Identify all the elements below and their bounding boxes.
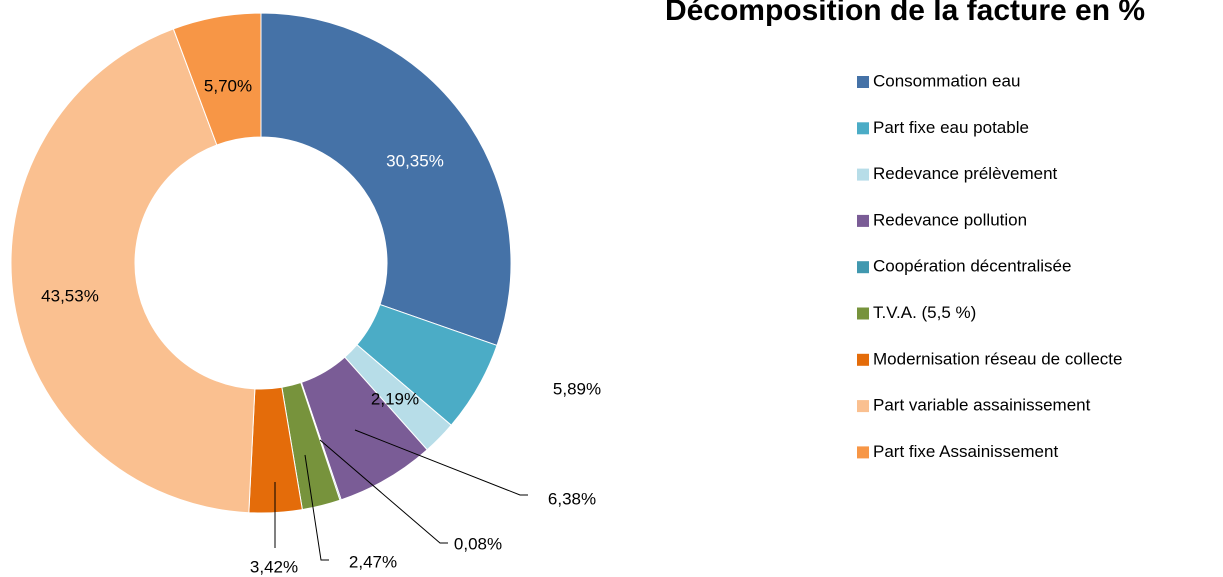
data-label: 2,19% <box>371 389 419 408</box>
leader-line <box>354 429 528 496</box>
legend-label: Modernisation réseau de collecte <box>873 349 1122 368</box>
chart-title: Décomposition de la facture en % <box>665 0 1145 27</box>
donut-slice <box>260 12 512 347</box>
leader-line <box>319 439 448 544</box>
legend-label: Consommation eau <box>873 71 1020 90</box>
legend-label: Coopération décentralisée <box>873 257 1071 276</box>
data-label: 5,70% <box>204 76 252 95</box>
legend-label: Part variable assainissement <box>873 396 1091 415</box>
legend-swatch <box>857 122 869 135</box>
data-label: 2,47% <box>349 552 397 571</box>
data-label: 5,89% <box>553 379 601 398</box>
legend-label: Redevance prélèvement <box>873 164 1058 183</box>
donut-slice <box>10 28 256 514</box>
data-label: 30,35% <box>386 151 444 170</box>
data-label: 3,42% <box>250 557 298 576</box>
legend-swatch <box>857 307 869 320</box>
legend-label: Part fixe eau potable <box>873 118 1029 137</box>
legend-label: Redevance pollution <box>873 210 1027 229</box>
legend-swatch <box>857 168 869 181</box>
donut-slice <box>172 12 262 146</box>
data-label: 43,53% <box>41 286 99 305</box>
legend-swatch <box>857 400 869 413</box>
legend-swatch <box>857 353 869 366</box>
data-label: 0,08% <box>454 534 502 553</box>
legend-label: T.V.A. (5,5 %) <box>873 303 976 322</box>
legend-swatch <box>857 446 869 459</box>
legend-swatch <box>857 261 869 274</box>
data-label: 6,38% <box>548 489 596 508</box>
legend-label: Part fixe Assainissement <box>873 442 1058 461</box>
legend-swatch <box>857 214 869 227</box>
leader-line <box>304 454 329 561</box>
legend-swatch <box>857 76 869 88</box>
